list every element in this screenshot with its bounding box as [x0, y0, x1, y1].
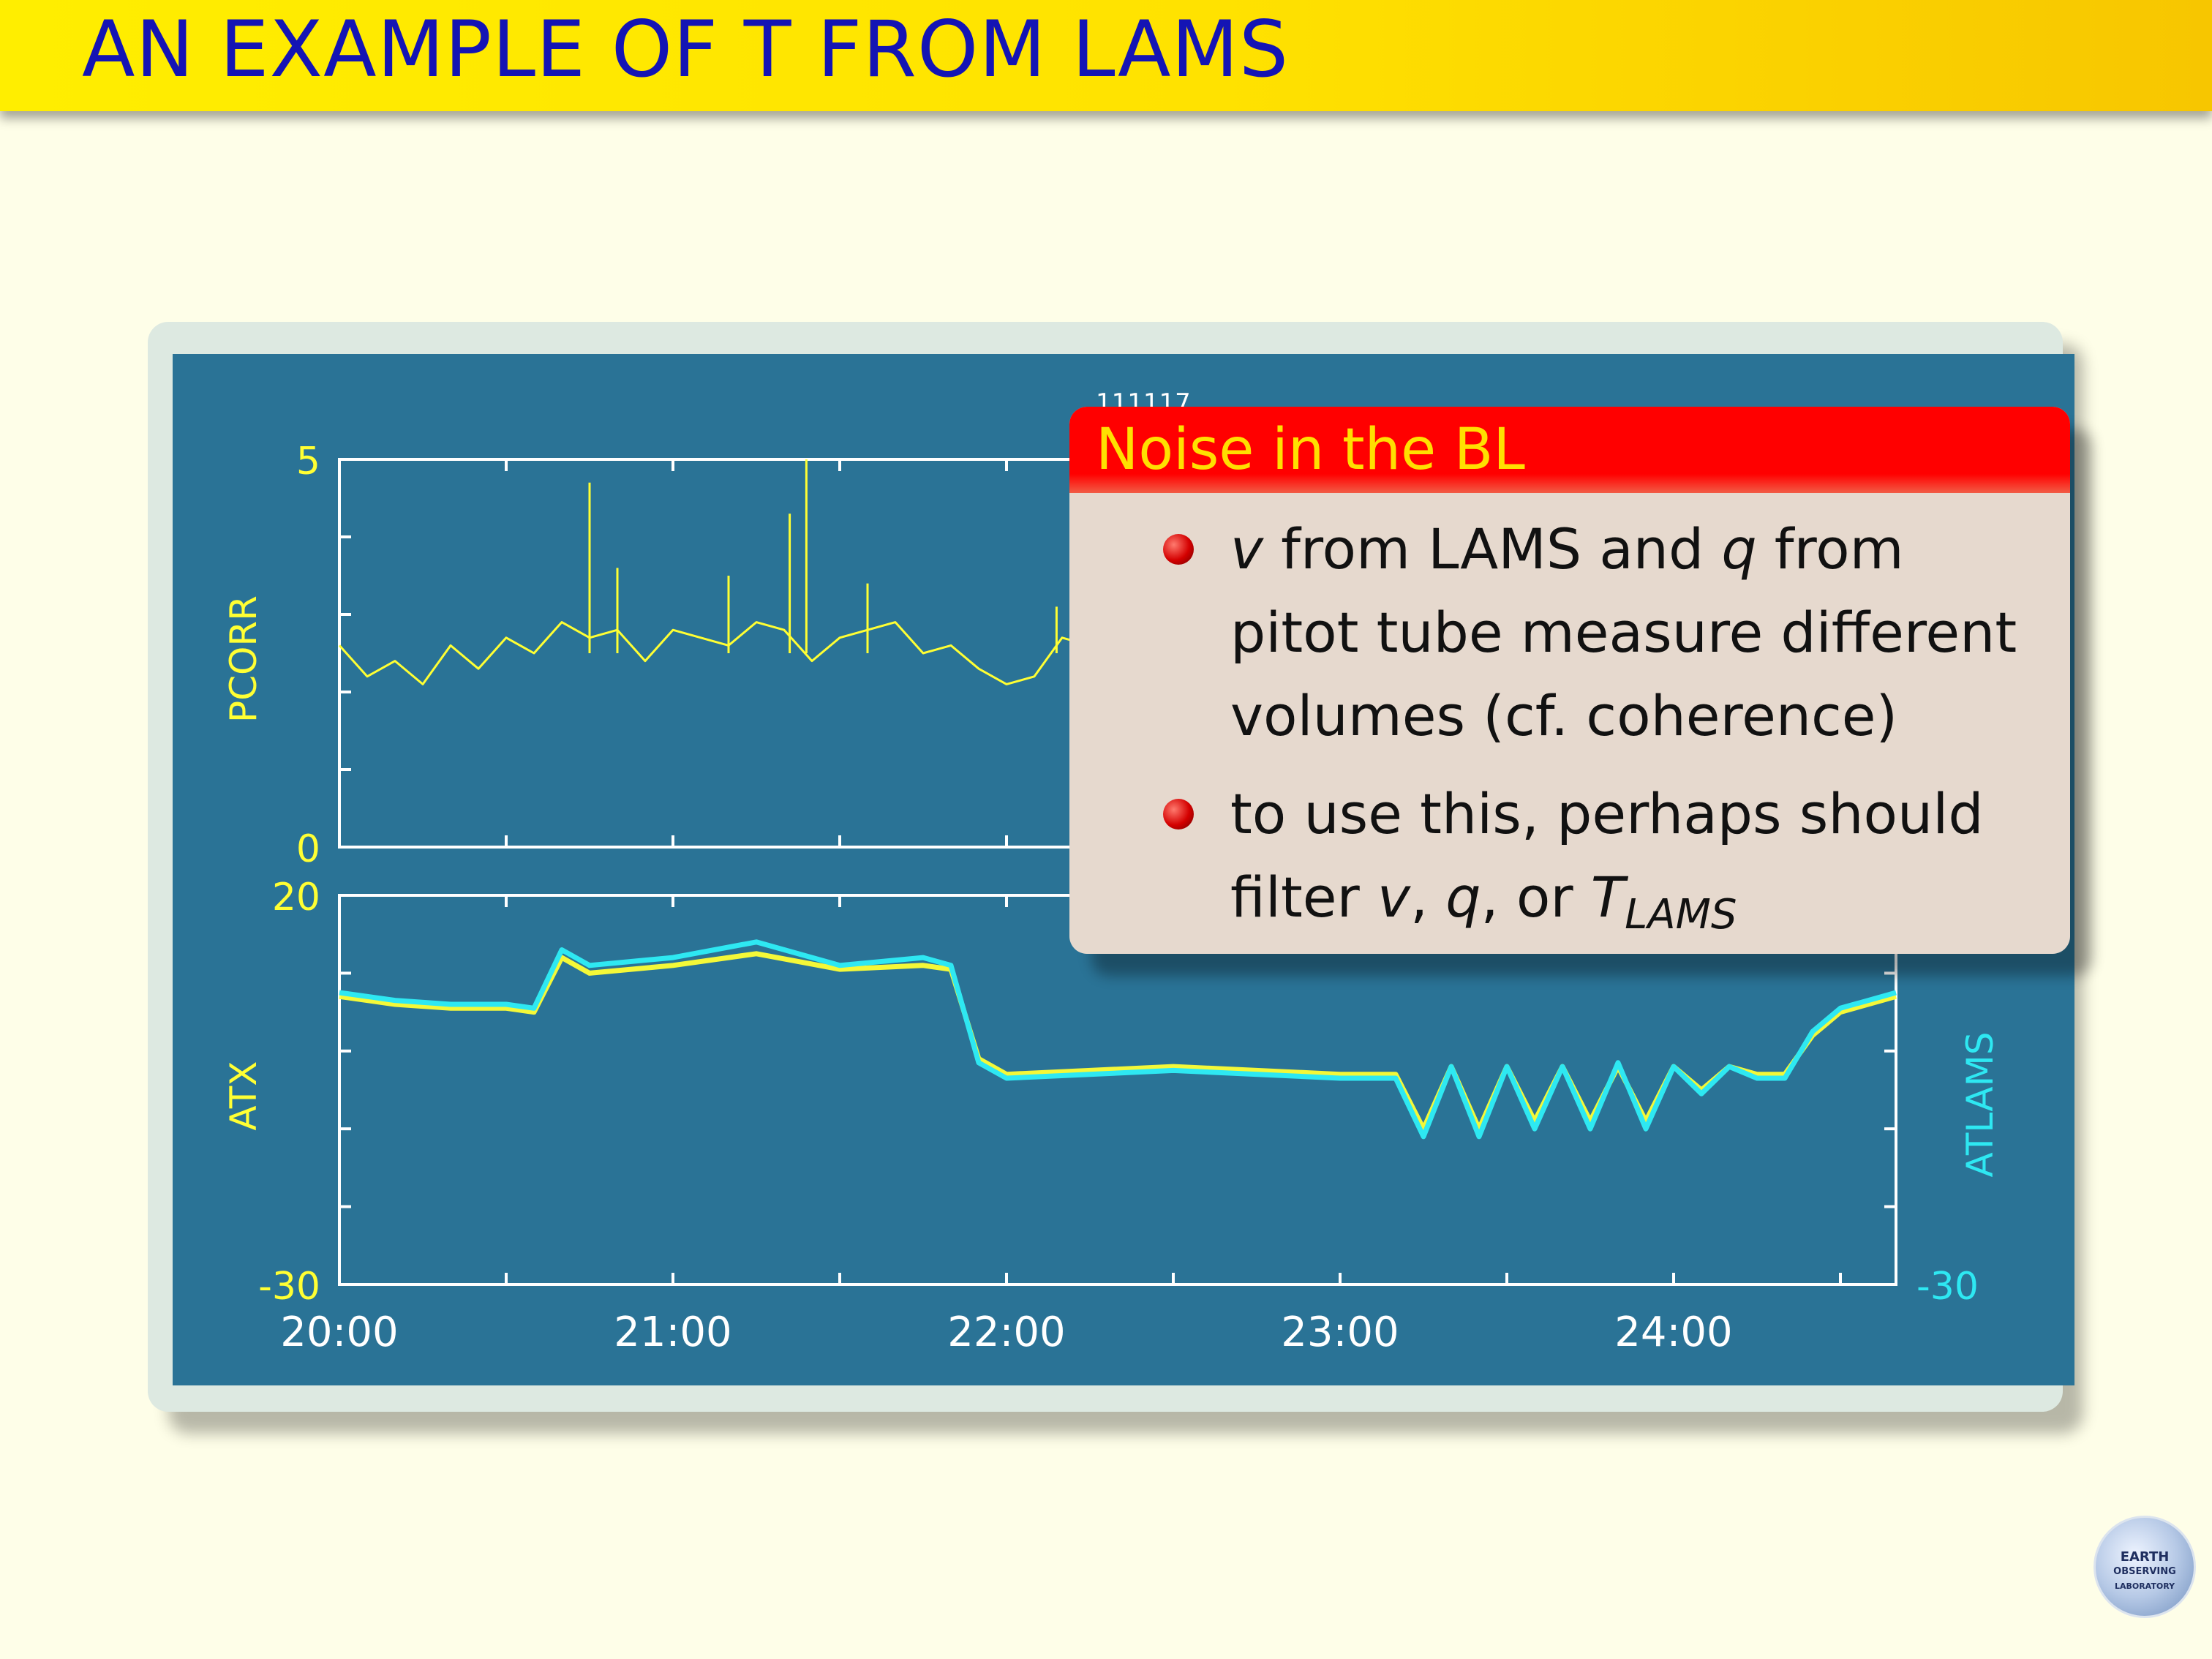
bullet-2-text-a: filter — [1230, 865, 1377, 930]
bullet-1-text-a: from LAMS and — [1263, 516, 1722, 582]
bullet-ball-icon — [1163, 534, 1194, 565]
y-tick-label-right: -30 — [1916, 1265, 1979, 1309]
bullet-1-line-2: pitot tube measure different — [1230, 600, 2017, 665]
y-tick-label: 5 — [296, 440, 320, 484]
comma: , — [1410, 865, 1446, 930]
logo-line-3: LABORATORY — [2114, 1581, 2175, 1591]
logo-line-1: EARTH — [2120, 1549, 2170, 1565]
t-symbol: T — [1590, 865, 1625, 930]
v-symbol: v — [1377, 865, 1410, 930]
bullet-item-2: to use this, perhaps should filter v, q,… — [1163, 772, 1984, 954]
bullet-item-1: v from LAMS and q from pitot tube measur… — [1163, 508, 2017, 758]
x-tick-label: 20:00 — [280, 1309, 398, 1356]
x-tick-label: 23:00 — [1281, 1309, 1399, 1356]
bullet-1-line-3: volumes (cf. coherence) — [1230, 683, 1898, 748]
y-tick-label: -30 — [258, 1265, 320, 1309]
y-axis-label: PCORR — [222, 595, 265, 723]
v-symbol: v — [1230, 516, 1263, 582]
x-tick-label: 21:00 — [614, 1309, 731, 1356]
bullet-1-line-1: v from LAMS and q from — [1230, 508, 2017, 591]
bullet-1-text-b: from — [1756, 516, 1904, 582]
y-tick-label: 20 — [272, 876, 320, 919]
or-text: , or — [1481, 865, 1591, 930]
logo-text: EARTH OBSERVING LABORATORY — [2096, 1550, 2194, 1594]
x-tick-label: 22:00 — [947, 1309, 1065, 1356]
q-symbol: q — [1721, 516, 1757, 582]
earth-observing-laboratory-logo: EARTH OBSERVING LABORATORY — [2094, 1516, 2196, 1618]
q-symbol: q — [1445, 865, 1481, 930]
series-line-pcorr — [338, 621, 1091, 685]
alert-block: Noise in the BL v from LAMS and q from p… — [1069, 407, 2070, 954]
y-tick-label: 0 — [296, 827, 320, 871]
slide-title: AN EXAMPLE OF T FROM LAMS — [82, 4, 1290, 94]
bullet-2-line-2: filter v, q, or TLAMS — [1230, 856, 1984, 954]
lams-subscript: LAMS — [1625, 891, 1737, 939]
series-line-atlams — [339, 939, 1897, 1140]
y-axis-label-right: ATLAMS — [1959, 1032, 2001, 1178]
logo-line-2: OBSERVING — [2113, 1566, 2176, 1577]
y-axis-label: ATX — [222, 1061, 265, 1130]
x-tick-label: 24:00 — [1614, 1309, 1732, 1356]
title-bar: AN EXAMPLE OF T FROM LAMS — [0, 0, 2212, 111]
alert-header: Noise in the BL — [1069, 407, 2070, 493]
bullet-2-line-1: to use this, perhaps should — [1230, 781, 1984, 846]
bullet-ball-icon — [1163, 799, 1194, 830]
